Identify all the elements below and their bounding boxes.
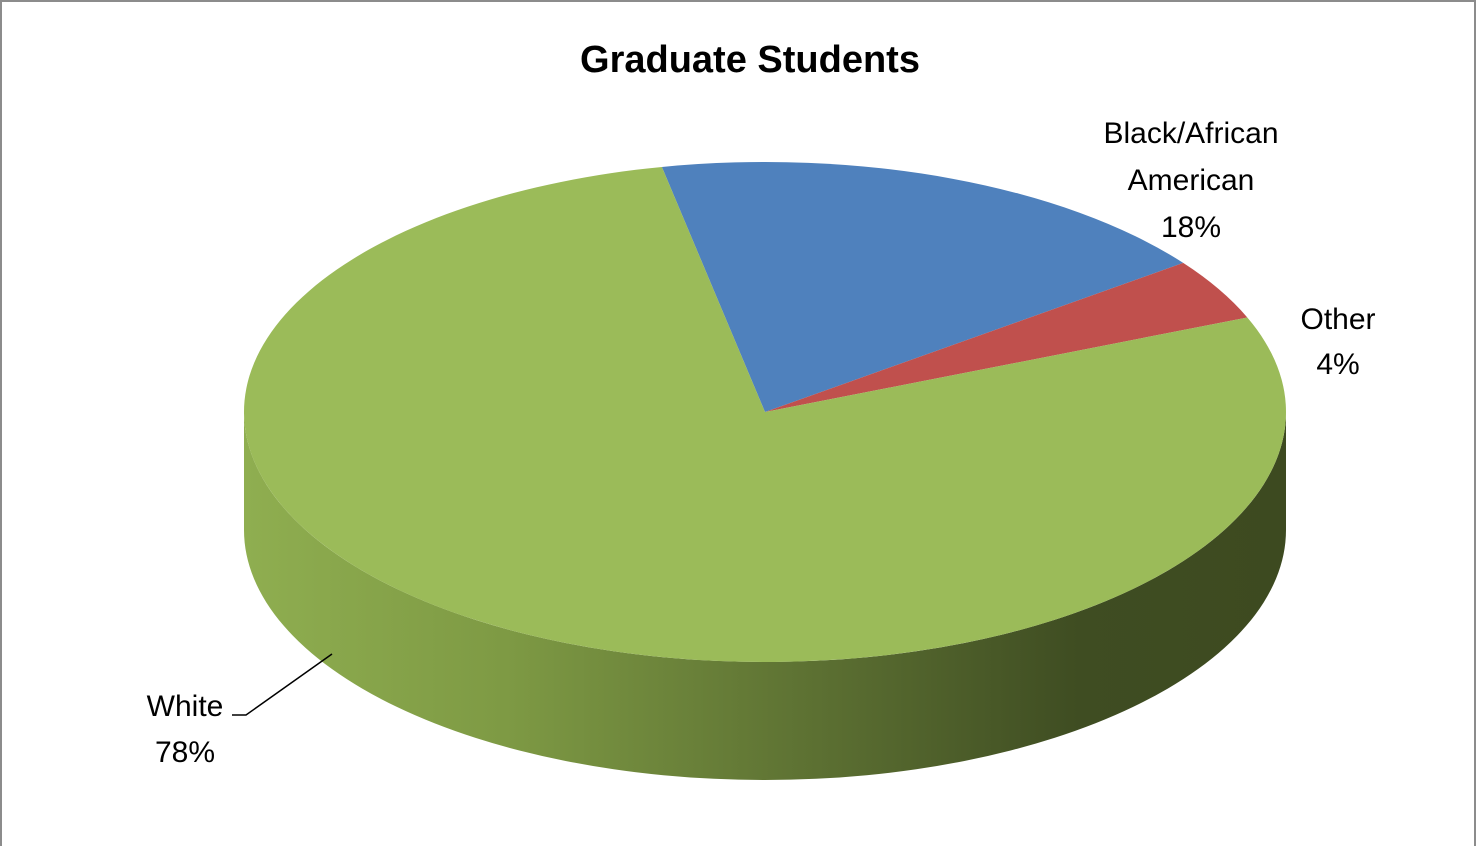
pie-slice-white [243,166,1286,662]
slice-label-white: White 78% [147,653,333,769]
label-black-pct: 18% [1161,211,1221,244]
chart-title: Graduate Students [580,39,920,81]
leader-line-white [232,653,333,716]
label-white-line1: White [147,690,224,723]
label-black-line2: American [1128,164,1255,197]
side-wall-white [244,412,1286,780]
slice-label-other: Other 4% [1300,303,1375,381]
label-black-line1: Black/African [1103,117,1278,150]
slice-label-black: Black/African American 18% [1103,117,1278,244]
pie-side-wall [244,412,1286,780]
label-other-line1: Other [1300,303,1375,336]
label-other-pct: 4% [1316,348,1359,381]
pie-slice-other [765,262,1248,412]
label-white-pct: 78% [155,736,215,769]
pie-slice-black [661,162,1184,412]
pie-top-face [243,162,1286,662]
